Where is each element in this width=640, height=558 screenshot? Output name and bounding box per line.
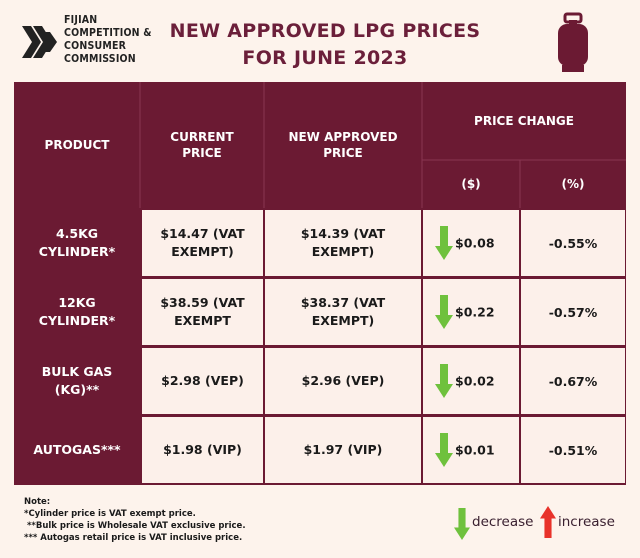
header-current-price: CURRENT PRICE (140, 82, 264, 208)
title-line-1: NEW APPROVED LPG PRICES (169, 20, 481, 42)
current-price-cell: $14.47 (VAT EXEMPT) (142, 210, 263, 276)
decrease-arrow-icon (435, 364, 453, 398)
header-new-line: NEW APPROVED (288, 130, 398, 144)
note-line: **Bulk price is Wholesale VAT exclusive … (24, 521, 246, 531)
logo-line: CONSUMER (64, 40, 127, 52)
legend-decrease-label: decrease (472, 514, 534, 530)
change-percent-cell: -0.57% (521, 279, 625, 345)
table-row-product: AUTOGAS*** (33, 442, 121, 457)
new-price-cell: $2.96 (VEP) (265, 348, 421, 414)
new-price-cell: $38.37 (VAT EXEMPT) (265, 279, 421, 345)
change-dollar-cell: $0.02 (423, 348, 519, 414)
header-new-line: PRICE (323, 146, 363, 160)
decrease-arrow-icon (435, 295, 453, 329)
change-percent-cell: -0.51% (521, 417, 625, 483)
footnotes: Note: *Cylinder price is VAT exempt pric… (24, 496, 246, 544)
note-line: *Cylinder price is VAT exempt price. (24, 509, 196, 519)
current-price-cell: $2.98 (VEP) (142, 348, 263, 414)
logo-line: COMPETITION & (64, 27, 152, 39)
header-new-price: NEW APPROVED PRICE (264, 82, 422, 208)
header-current-line: CURRENT (170, 130, 234, 144)
table-row-product: 4.5KG CYLINDER* (38, 225, 116, 259)
header-price-change: PRICE CHANGE (474, 114, 574, 128)
notes-heading: Note: (24, 497, 51, 507)
gas-cylinder-icon (558, 12, 588, 72)
change-dollar-cell: $0.22 (423, 279, 519, 345)
change-percent-cell: -0.67% (521, 348, 625, 414)
header-product: PRODUCT (44, 138, 110, 152)
decrease-arrow-icon (435, 433, 453, 467)
change-dollar-cell: $0.01 (423, 417, 519, 483)
note-line: *** Autogas retail price is VAT inclusiv… (24, 533, 243, 543)
fccc-logo: FIJIAN COMPETITION & CONSUMER COMMISSION (22, 14, 152, 72)
current-price-cell: $38.59 (VAT EXEMPT (142, 279, 263, 345)
increase-arrow-icon (540, 506, 556, 538)
table-row-product: BULK GAS (KG)** (41, 363, 113, 397)
header: FIJIAN COMPETITION & CONSUMER COMMISSION… (0, 0, 640, 82)
new-price-cell: $14.39 (VAT EXEMPT) (265, 210, 421, 276)
header-change-percent: (%) (561, 177, 585, 191)
lpg-price-table: PRODUCT CURRENT PRICE NEW APPROVED PRICE… (14, 82, 626, 485)
page-title: NEW APPROVED LPG PRICES FOR JUNE 2023 (150, 18, 500, 72)
table-row-product: 12KG CYLINDER* (38, 294, 116, 328)
new-price-cell: $1.97 (VIP) (265, 417, 421, 483)
change-percent-cell: -0.55% (521, 210, 625, 276)
chevron-logo-icon (22, 26, 57, 58)
title-line-2: FOR JUNE 2023 (242, 47, 408, 69)
legend: decrease increase (454, 504, 630, 544)
logo-line: COMMISSION (64, 53, 136, 65)
header-change-dollar: ($) (461, 177, 481, 191)
legend-increase-label: increase (558, 514, 615, 530)
decrease-arrow-icon (454, 508, 470, 540)
decrease-arrow-icon (435, 226, 453, 260)
logo-line: FIJIAN (64, 14, 98, 26)
logo-text: FIJIAN COMPETITION & CONSUMER COMMISSION (64, 14, 152, 66)
change-dollar-cell: $0.08 (423, 210, 519, 276)
current-price-cell: $1.98 (VIP) (142, 417, 263, 483)
header-current-line: PRICE (182, 146, 222, 160)
